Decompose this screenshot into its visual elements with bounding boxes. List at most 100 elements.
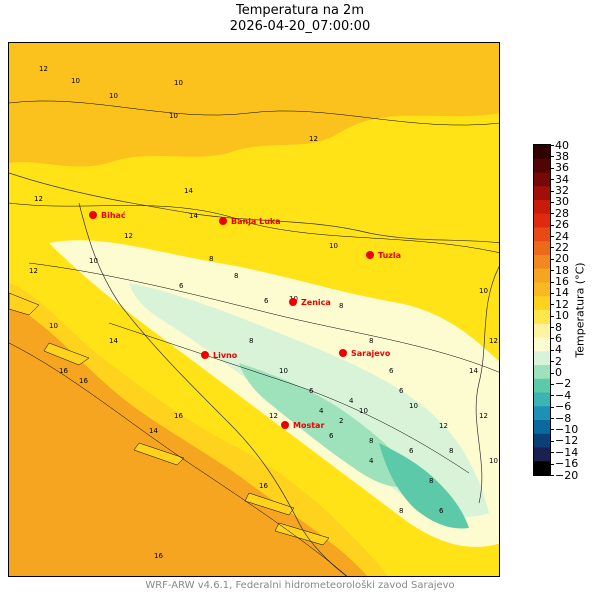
colorbar-tick-label: 24 (555, 229, 569, 243)
colorbar-tick-label: 12 (555, 297, 569, 311)
contour-label: 8 (339, 302, 343, 310)
contour-label: 2 (339, 417, 343, 425)
colorbar-tick-label: −2 (555, 377, 572, 391)
contour-line (28, 262, 499, 373)
contour-label: 12 (39, 65, 48, 73)
colorbar-tick-mark (551, 292, 554, 294)
contour-label: 8 (369, 437, 373, 445)
colorbar-segment (534, 296, 550, 311)
colorbar (533, 144, 551, 476)
colorbar-segment (534, 172, 550, 187)
contour-label: 12 (439, 422, 448, 430)
colorbar-label: Temperatura (°C) (573, 262, 587, 358)
colorbar-tick-mark (551, 452, 554, 454)
colorbar-tick-mark (551, 270, 554, 272)
colorbar-tick-label: 0 (555, 366, 562, 380)
colorbar-segment (534, 461, 550, 476)
contour-label: 4 (369, 457, 374, 465)
colorbar-tick-mark (551, 349, 554, 351)
contour-label: 6 (329, 432, 334, 440)
colorbar-tick-mark (551, 156, 554, 158)
colorbar-tick-label: 20 (555, 252, 569, 266)
colorbar-tick-label: −8 (555, 411, 572, 425)
colorbar-segment (534, 268, 550, 283)
contour-label: 12 (124, 232, 133, 240)
coldest-zone-2 (379, 443, 469, 529)
city-label: Bihać (101, 210, 126, 220)
contour-label: 8 (369, 337, 373, 345)
contour-label: 10 (49, 322, 58, 330)
island (9, 292, 40, 316)
map-svg: 12 10 10 10 10 12 12 14 12 14 10 12 10 8 8 6 6 10 10 8 8 6 6 8 1… (9, 43, 499, 576)
contour-label: 8 (429, 477, 433, 485)
colorbar-segment (534, 255, 550, 270)
contour-label: 10 (174, 79, 183, 87)
city-marker (289, 298, 297, 306)
colorbar-tick-mark (551, 213, 554, 215)
contour-label: 14 (109, 337, 118, 345)
colorbar-tick-mark (551, 440, 554, 442)
city-marker (89, 211, 97, 219)
north-warm-region (9, 43, 499, 167)
temperature-map: 12 10 10 10 10 12 12 14 12 14 10 12 10 8 8 6 6 10 10 8 8 6 6 8 1… (8, 42, 500, 577)
colorbar-tick-mark (551, 190, 554, 192)
colorbar-tick-label: 16 (555, 275, 569, 289)
colorbar-gradient (534, 145, 550, 476)
city-label: Banja Luka (231, 217, 281, 226)
colorbar-tick-label: 10 (555, 309, 569, 323)
colorbar-tick-label: −10 (555, 422, 579, 436)
contour-label: 6 (264, 297, 269, 305)
contour-label: 8 (449, 447, 453, 455)
contour-label: 14 (184, 187, 193, 195)
colorbar-tick-label: 34 (555, 172, 569, 186)
border-line (78, 202, 347, 576)
colorbar-tick-mark (551, 463, 554, 465)
colorbar-tick-label: 18 (555, 263, 569, 277)
contour-label: 16 (174, 412, 183, 420)
contour-label: 12 (479, 412, 488, 420)
colorbar-tick-label: 14 (555, 286, 569, 300)
colorbar-tick-label: −4 (555, 388, 572, 402)
chart-subtitle: 2026-04-20_07:00:00 (229, 19, 371, 34)
contour-label: 12 (269, 412, 278, 420)
contour-label: 6 (309, 387, 314, 395)
border-line (475, 266, 499, 504)
colorbar-tick-label: −16 (555, 457, 579, 471)
colorbar-tick-label: −6 (555, 400, 572, 414)
coldest-zone-1 (239, 363, 419, 488)
colorbar-segment (534, 351, 550, 366)
contour-label: 12 (29, 267, 38, 275)
contour-label: 6 (179, 282, 184, 290)
colorbar-tick-mark (551, 383, 554, 385)
colorbar-tick-mark (551, 406, 554, 408)
colorbar-tick-label: −12 (555, 434, 579, 448)
colorbar-tick-label: 6 (555, 331, 562, 345)
contour-label: 8 (234, 272, 238, 280)
colorbar-segment (534, 227, 550, 242)
contour-label: 10 (169, 112, 178, 120)
colorbar-tick-mark (551, 395, 554, 397)
colorbar-tick-label: 22 (555, 240, 569, 254)
colorbar-tick-label: 28 (555, 206, 569, 220)
chart-title: Temperatura na 2m (235, 3, 364, 18)
city-marker (219, 217, 227, 225)
colorbar-tick-label: 26 (555, 218, 569, 232)
colorbar-segment (534, 406, 550, 421)
colorbar-segment (534, 282, 550, 297)
colorbar-tick-mark (551, 179, 554, 181)
colorbar-segment (534, 145, 550, 160)
contour-label: 8 (249, 337, 253, 345)
colorbar-tick-mark (551, 236, 554, 238)
contour-label: 16 (154, 552, 163, 560)
contour-label: 16 (259, 482, 268, 490)
colorbar-tick-label: 40 (555, 138, 569, 152)
city-label: Sarajevo (351, 349, 391, 358)
contour-label: 4 (319, 407, 324, 415)
colorbar-tick-mark (551, 372, 554, 374)
colorbar-segment (534, 433, 550, 448)
contour-label: 4 (349, 397, 354, 405)
contour-label: 12 (34, 195, 43, 203)
contour-label: 10 (489, 457, 498, 465)
colorbar-tick-mark (551, 475, 554, 476)
colorbar-tick-mark (551, 167, 554, 169)
